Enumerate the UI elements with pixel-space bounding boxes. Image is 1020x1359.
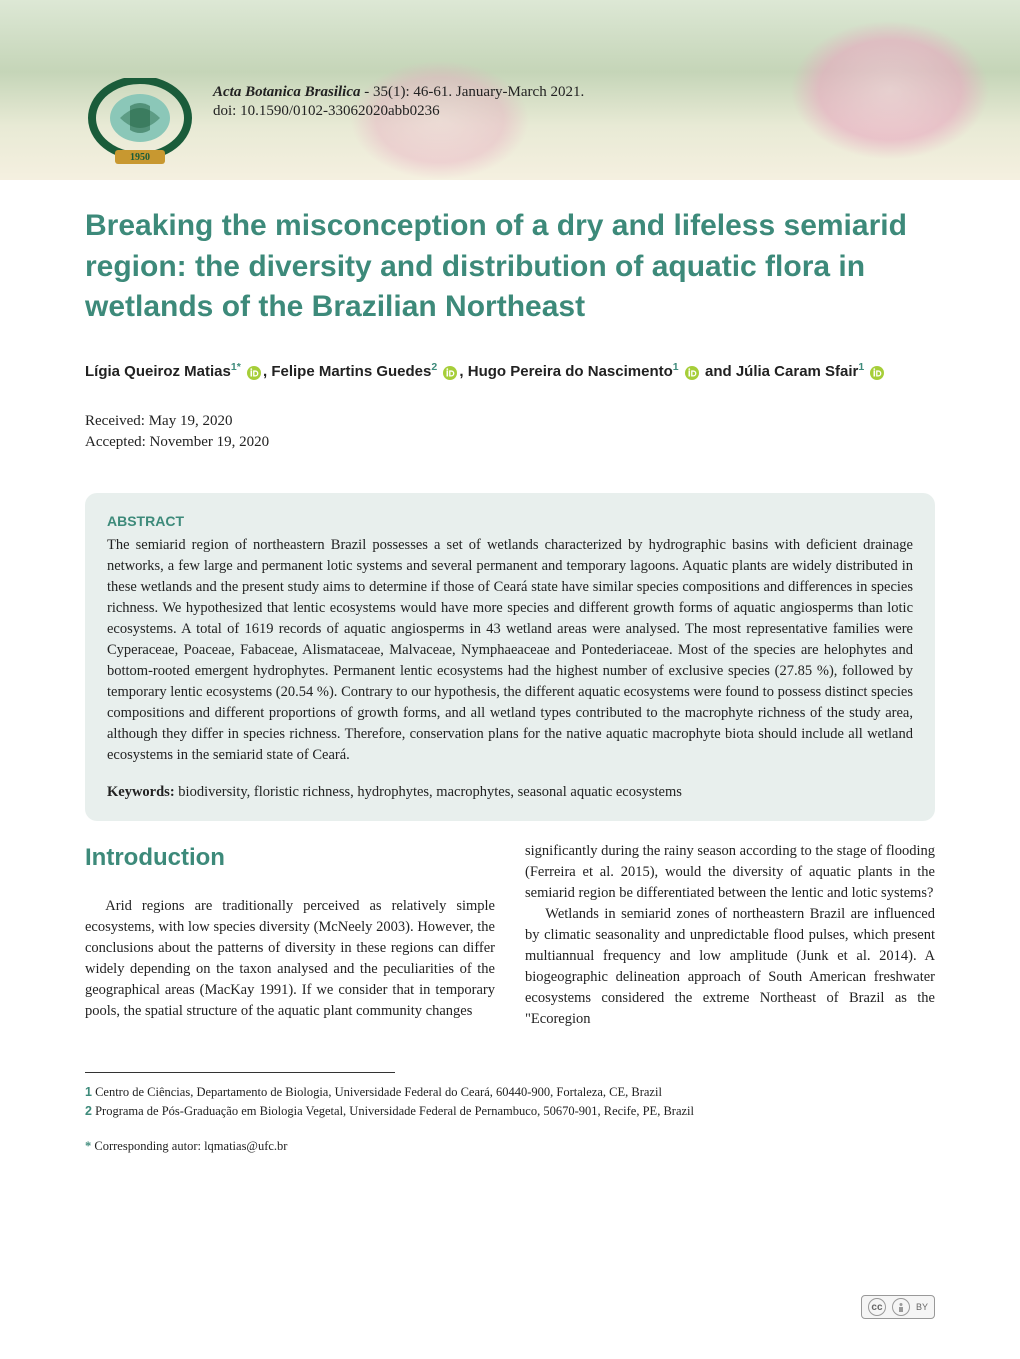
intro-para-2a: significantly during the rainy season ac… <box>525 841 935 904</box>
svg-text:1950: 1950 <box>130 152 150 163</box>
author-4: Júlia Caram Sfair1 <box>736 363 887 380</box>
dates-block: Received: May 19, 2020 Accepted: Novembe… <box>85 411 935 453</box>
content-wrapper: 1950 Acta Botanica Brasilica - 35(1): 46… <box>85 0 935 1154</box>
received-date: Received: May 19, 2020 <box>85 411 935 432</box>
orcid-icon[interactable] <box>685 365 699 379</box>
journal-info: Acta Botanica Brasilica - 35(1): 46-61. … <box>213 78 584 120</box>
cc-by-badge[interactable]: cc BY <box>861 1295 935 1319</box>
cc-icon: cc <box>868 1298 886 1316</box>
by-label: BY <box>916 1302 928 1312</box>
author-2: Felipe Martins Guedes2 <box>271 363 459 380</box>
intro-para-2b: Wetlands in semiarid zones of northeaste… <box>525 904 935 1030</box>
keywords-label: Keywords: <box>107 784 178 800</box>
author-3: Hugo Pereira do Nascimento1 <box>468 363 701 380</box>
doi: doi: 10.1590/0102-33062020abb0236 <box>213 103 584 120</box>
journal-header: 1950 Acta Botanica Brasilica - 35(1): 46… <box>85 0 935 168</box>
abstract-text: The semiarid region of northeastern Braz… <box>107 535 913 766</box>
corresponding-author: * Corresponding autor: lqmatias@ufc.br <box>85 1139 935 1154</box>
journal-citation: - 35(1): 46-61. January-March 2021. <box>361 84 585 100</box>
introduction-heading: Introduction <box>85 841 495 876</box>
affiliation-2: 2 Programa de Pós-Graduação em Biologia … <box>85 1102 935 1121</box>
orcid-icon[interactable] <box>443 365 457 379</box>
intro-para-1: Arid regions are traditionally perceived… <box>85 896 495 1022</box>
page: 1950 Acta Botanica Brasilica - 35(1): 46… <box>0 0 1020 1359</box>
column-left: Introduction Arid regions are traditiona… <box>85 841 495 1030</box>
affiliation-1: 1 Centro de Ciências, Departamento de Bi… <box>85 1083 935 1102</box>
journal-citation-line: Acta Botanica Brasilica - 35(1): 46-61. … <box>213 84 584 101</box>
orcid-icon[interactable] <box>247 365 261 379</box>
article-title: Breaking the misconception of a dry and … <box>85 206 935 328</box>
abstract-box: ABSTRACT The semiarid region of northeas… <box>85 493 935 821</box>
body-columns: Introduction Arid regions are traditiona… <box>85 841 935 1030</box>
affiliations: 1 Centro de Ciências, Departamento de Bi… <box>85 1083 935 1121</box>
authors-list: Lígia Queiroz Matias1* , Felipe Martins … <box>85 360 935 384</box>
keywords-text: biodiversity, floristic richness, hydrop… <box>178 784 682 800</box>
accepted-date: Accepted: November 19, 2020 <box>85 432 935 453</box>
abstract-heading: ABSTRACT <box>107 513 913 529</box>
author-1: Lígia Queiroz Matias1* <box>85 363 263 380</box>
affiliation-divider <box>85 1072 395 1073</box>
orcid-icon[interactable] <box>870 365 884 379</box>
column-right: significantly during the rainy season ac… <box>525 841 935 1030</box>
by-icon <box>892 1298 910 1316</box>
keywords-line: Keywords: biodiversity, floristic richne… <box>107 784 913 801</box>
journal-logo: 1950 <box>85 78 195 168</box>
journal-name: Acta Botanica Brasilica <box>213 84 361 100</box>
